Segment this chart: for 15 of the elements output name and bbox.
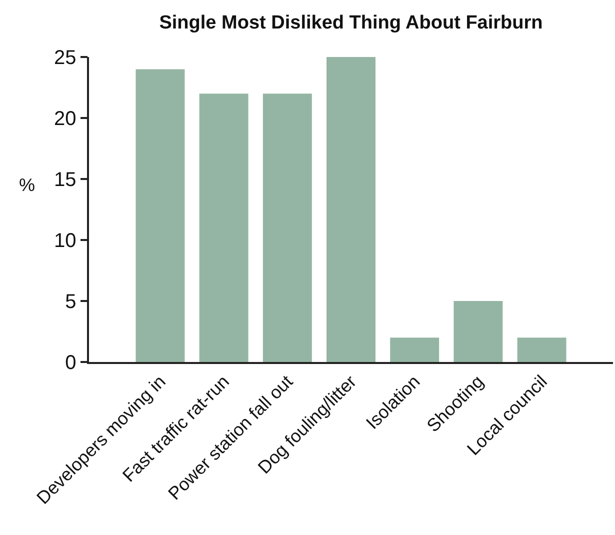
bar — [326, 57, 376, 362]
y-tick-label: 0 — [65, 352, 76, 374]
bar — [199, 94, 248, 362]
y-tick-label: 25 — [54, 47, 76, 69]
chart-title: Single Most Disliked Thing About Fairburn — [159, 12, 543, 34]
y-tick-label: 20 — [54, 108, 76, 130]
bar — [517, 338, 566, 362]
bar — [454, 301, 503, 362]
bar — [262, 94, 312, 362]
y-tick-label: 10 — [54, 230, 76, 252]
y-tick-label: 5 — [65, 291, 76, 313]
bar — [390, 338, 440, 362]
bar — [136, 69, 185, 362]
y-axis-title: % — [19, 175, 36, 195]
y-tick-label: 15 — [54, 169, 76, 191]
